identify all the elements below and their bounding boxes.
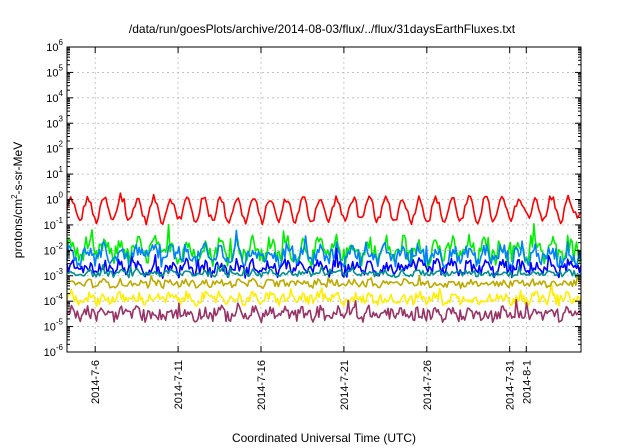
y-tick-label: 10-1 <box>44 216 64 232</box>
y-tick-label: 106 <box>46 38 63 54</box>
series-line <box>66 263 582 279</box>
series-line <box>66 223 582 268</box>
y-tick-label: 10-6 <box>44 343 64 359</box>
grid <box>67 47 581 352</box>
x-tick-label: 2014-8-1 <box>521 360 533 404</box>
y-tick-label: 104 <box>46 89 63 105</box>
y-tick-label: 10-5 <box>44 318 64 334</box>
y-tick-label: 101 <box>46 165 63 181</box>
x-tick-label: 2014-7-26 <box>422 360 434 410</box>
x-axis: 2014-7-6 2014-7-11 2014-7-16 2014-7-21 2014-… <box>90 47 533 410</box>
chart-title: /data/run/goesPlots/archive/2014-08-03/f… <box>129 22 516 36</box>
y-tick-label: 105 <box>46 63 63 79</box>
series-line <box>66 192 582 226</box>
y-tick-label: 10-4 <box>44 292 64 308</box>
series-line <box>66 298 582 324</box>
y-tick-label: 10-2 <box>44 241 64 257</box>
y-axis-title: protons/cm2-s-sr-MeV <box>10 142 25 258</box>
x-tick-label: 2014-7-16 <box>256 360 268 410</box>
x-tick-label: 2014-7-11 <box>173 360 185 409</box>
series-layer <box>66 192 582 324</box>
series-line <box>66 274 582 290</box>
y-tick-label: 100 <box>46 191 63 207</box>
y-tick-label: 102 <box>46 140 63 156</box>
x-tick-label: 2014-7-6 <box>90 360 102 404</box>
x-tick-label: 2014-7-31 <box>505 360 517 410</box>
x-axis-title: Coordinated Universal Time (UTC) <box>232 431 416 445</box>
y-tick-label: 103 <box>46 114 63 130</box>
y-axis: 10-6 10-5 10-4 10-3 10-2 10-1 100 101 102 103 104 1… <box>44 38 581 359</box>
x-tick-label: 2014-7-21 <box>339 360 351 410</box>
series-line <box>66 229 582 269</box>
series-line <box>66 283 582 307</box>
y-tick-label: 10-3 <box>44 267 64 283</box>
